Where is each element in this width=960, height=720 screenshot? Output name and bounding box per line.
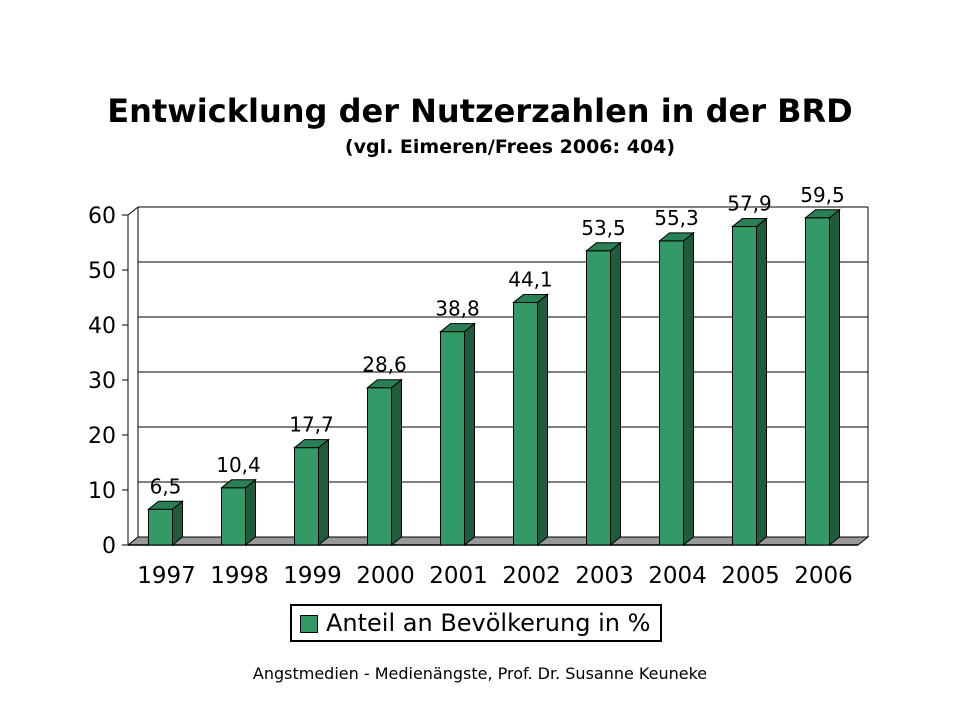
x-axis-ticks: 1997 1998 1999 2000 2001 2002 2003 2004 2005 2006 bbox=[137, 563, 853, 589]
bar-1998 bbox=[221, 487, 246, 546]
x-tick-label: 2004 bbox=[648, 563, 707, 589]
data-label-2001: 38,8 bbox=[435, 297, 480, 321]
y-tick-label: 0 bbox=[102, 534, 116, 559]
y-axis-ticks: 0 10 20 30 40 50 60 bbox=[88, 204, 128, 559]
bar-side-2004 bbox=[683, 231, 694, 547]
data-label-2004: 55,3 bbox=[654, 206, 699, 230]
legend-swatch bbox=[300, 615, 318, 633]
bar-top-2006 bbox=[804, 209, 841, 219]
bar-2006 bbox=[805, 217, 830, 546]
bar-top-2000 bbox=[366, 379, 403, 389]
x-tick-label: 1999 bbox=[283, 563, 342, 589]
bar-2001 bbox=[440, 331, 465, 546]
x-tick-label: 2000 bbox=[356, 563, 415, 589]
bar-side-2002 bbox=[537, 293, 548, 547]
y-tick-label: 30 bbox=[88, 369, 116, 394]
bar-side-2003 bbox=[610, 241, 621, 547]
bar-top-2005 bbox=[731, 218, 768, 228]
data-label-2000: 28,6 bbox=[362, 353, 407, 377]
data-label-1998: 10,4 bbox=[216, 453, 261, 477]
x-tick-label: 2001 bbox=[429, 563, 488, 589]
bar-side-1999 bbox=[318, 438, 329, 547]
y-tick-label: 20 bbox=[88, 424, 116, 449]
data-label-2005: 57,9 bbox=[727, 192, 772, 216]
data-label-1999: 17,7 bbox=[289, 413, 334, 437]
bar-side-2006 bbox=[829, 208, 840, 547]
side-wall-top-edge bbox=[127, 206, 139, 216]
x-tick-label: 2005 bbox=[721, 563, 780, 589]
bar-chart: 0 10 20 30 40 50 60 1997 1998 1999 2000 2001 2002 20… bbox=[88, 183, 870, 589]
data-label-2003: 53,5 bbox=[581, 216, 626, 240]
x-tick-label: 1997 bbox=[137, 563, 196, 589]
bar-1997 bbox=[148, 508, 173, 546]
x-tick-label: 1998 bbox=[210, 563, 269, 589]
data-label-2006: 59,5 bbox=[800, 183, 845, 207]
bar-top-2002 bbox=[512, 293, 549, 303]
bar-2002 bbox=[513, 301, 538, 546]
y-tick-label: 40 bbox=[88, 314, 116, 339]
y-tick-label: 10 bbox=[88, 479, 116, 504]
bar-side-1998 bbox=[245, 478, 256, 547]
bar-2005 bbox=[732, 226, 757, 546]
y-tick-label: 60 bbox=[88, 204, 116, 229]
bar-2004 bbox=[659, 240, 684, 546]
bar-side-2000 bbox=[391, 378, 402, 547]
data-labels: 6,5 10,4 17,7 28,6 38,8 44,1 53,5 55,3 57,9 59,5 bbox=[150, 183, 845, 499]
bar-side-2001 bbox=[464, 322, 475, 547]
bar-top-1997 bbox=[147, 500, 184, 510]
chart-subtitle: (vgl. Eimeren/Frees 2006: 404) bbox=[344, 136, 676, 158]
bar-top-1998 bbox=[220, 479, 257, 489]
bar-side-2005 bbox=[756, 217, 767, 547]
bar-layer bbox=[147, 208, 841, 547]
data-label-2002: 44,1 bbox=[508, 267, 553, 291]
bar-top-2003 bbox=[585, 242, 622, 252]
x-tick-label: 2002 bbox=[502, 563, 561, 589]
legend: Anteil an Bevölkerung in % bbox=[290, 604, 662, 642]
bar-2000 bbox=[367, 387, 392, 546]
bar-top-1999 bbox=[293, 439, 330, 449]
y-tick-label: 50 bbox=[88, 259, 116, 284]
footer-text: Angstmedien - Medienängste, Prof. Dr. Su… bbox=[252, 664, 708, 683]
bar-top-2001 bbox=[439, 323, 476, 333]
bar-2003 bbox=[586, 250, 611, 546]
bar-1999 bbox=[294, 447, 319, 546]
x-tick-label: 2006 bbox=[794, 563, 853, 589]
legend-label: Anteil an Bevölkerung in % bbox=[326, 609, 651, 637]
bar-top-2004 bbox=[658, 232, 695, 242]
chart-title: Entwicklung der Nutzerzahlen in der BRD bbox=[107, 92, 853, 130]
data-label-1997: 6,5 bbox=[150, 474, 182, 498]
x-tick-label: 2003 bbox=[575, 563, 634, 589]
